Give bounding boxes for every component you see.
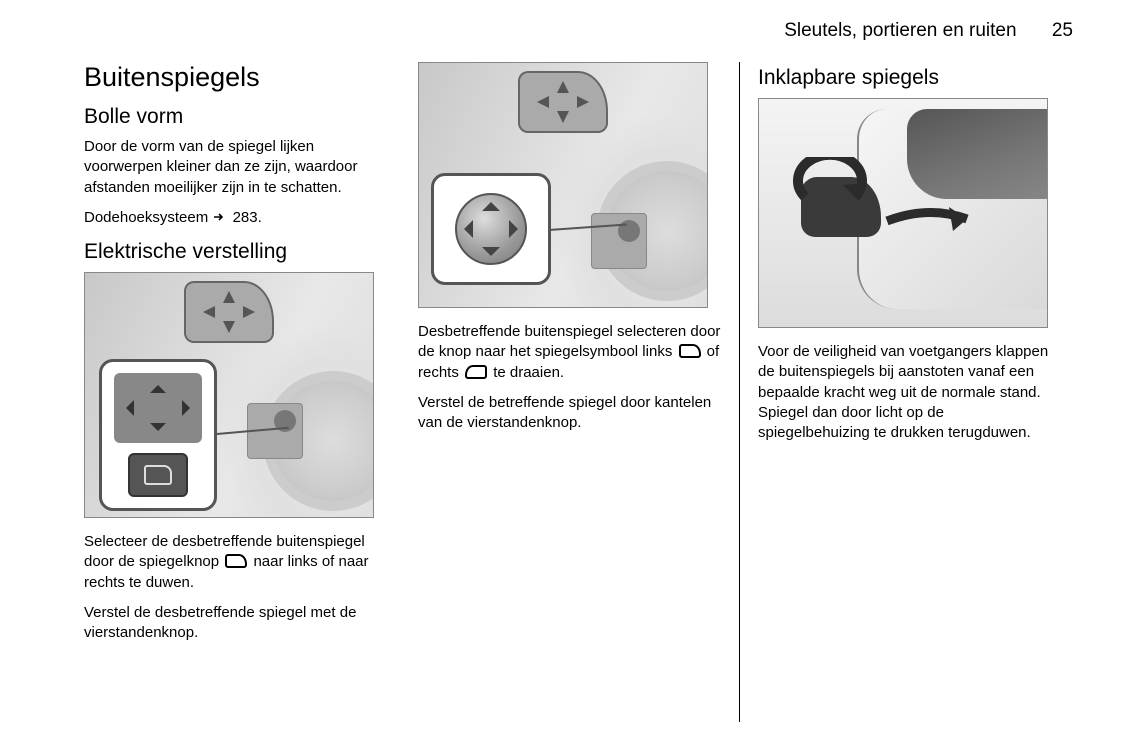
crossref-arrow-icon (212, 210, 226, 230)
paragraph: Door de vorm van de spiegel lijken voorw… (84, 137, 396, 198)
paragraph: Verstel de betreffende spiegel door kant… (418, 393, 721, 434)
crossref-page: 283. (233, 209, 262, 226)
text-fragment: Desbetreffende buitenspiegel selecteren … (418, 323, 720, 360)
paragraph: Desbetreffende buitenspiegel selecteren … (418, 322, 721, 383)
adjust-arrows-icon (533, 79, 593, 125)
door-control-panel (591, 213, 647, 269)
chapter-title: Sleutels, portieren en ruiten (784, 20, 1016, 41)
adjust-arrows-icon (199, 289, 259, 335)
manual-page: Sleutels, portieren en ruiten 25 Buitens… (0, 0, 1123, 750)
paragraph: Selecteer de desbetreffende buitenspiege… (84, 532, 396, 593)
push-arrow-icon (879, 203, 979, 248)
section-title: Buitenspiegels (84, 62, 396, 93)
mirror-right-icon (465, 365, 487, 379)
subheading-electric: Elektrische verstelling (84, 240, 396, 264)
mirror-left-icon (679, 344, 701, 358)
content-columns: Buitenspiegels Bolle vorm Door de vorm v… (70, 62, 1083, 722)
figure-electric-adjust-2 (418, 62, 708, 308)
text-fragment: te draaien. (493, 364, 564, 381)
mirror-graphic (518, 71, 608, 133)
column-1: Buitenspiegels Bolle vorm Door de vorm v… (70, 62, 410, 722)
subheading-folding: Inklapbare spiegels (758, 66, 1056, 90)
paragraph: Verstel de desbetreffende spiegel met de… (84, 603, 396, 644)
callout-joystick-switch (99, 359, 217, 511)
mirror-graphic (184, 281, 274, 343)
figure-folding-mirror (758, 98, 1048, 328)
figure-electric-adjust-1 (84, 272, 374, 518)
four-way-joypad-icon (114, 373, 202, 443)
mirror-left-icon (225, 554, 247, 568)
column-2: Desbetreffende buitenspiegel selecteren … (410, 62, 740, 722)
paragraph: Voor de veiligheid van voetgangers klapp… (758, 342, 1056, 443)
crossref-label: Dodehoeksysteem (84, 209, 208, 226)
page-header: Sleutels, portieren en ruiten 25 (70, 20, 1083, 42)
rotary-knob-icon (455, 193, 527, 265)
crossref-line: Dodehoeksysteem 283. (84, 208, 396, 230)
car-window-graphic (907, 109, 1048, 199)
page-number: 25 (1052, 20, 1073, 42)
subheading-convex: Bolle vorm (84, 105, 396, 129)
callout-rotary-knob (431, 173, 551, 285)
mirror-select-switch-icon (128, 453, 188, 497)
fold-rotation-arrow-icon (785, 157, 875, 222)
column-3: Inklapbare spiegels (740, 62, 1070, 722)
